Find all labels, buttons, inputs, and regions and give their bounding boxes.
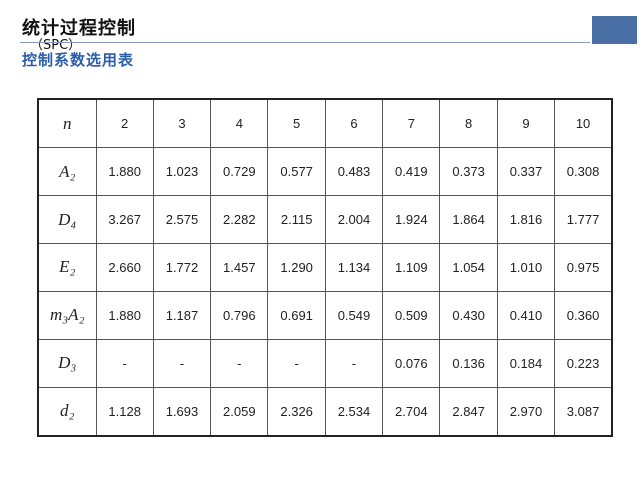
row-label: D₄: [37, 195, 97, 245]
accent-block: [592, 16, 637, 44]
table-cell: 1.187: [152, 290, 212, 340]
table-cell: 0.430: [439, 290, 498, 340]
table-cell: 0.076: [382, 338, 441, 388]
row-label: d₂: [37, 386, 97, 437]
table-cell: -: [95, 338, 154, 388]
table-cell: 2.115: [267, 195, 326, 245]
table-cell: 0.729: [210, 147, 269, 197]
table-cell: -: [152, 338, 212, 388]
table-row: D₃ - - - - -0.076 0.136 0.184 0.223: [37, 338, 613, 388]
table-cell: 3.087: [554, 386, 613, 437]
table-cell: 0.975: [554, 243, 613, 292]
table-cell: 0.337: [496, 147, 556, 197]
table-cell: 1.134: [324, 243, 384, 292]
table-cell: 0.360: [554, 290, 613, 340]
slide-subtitle: 控制系数选用表: [22, 51, 135, 69]
table-cell: 1.772: [152, 243, 212, 292]
table-cell: -: [267, 338, 326, 388]
table-cell: 2.282: [210, 195, 269, 245]
table-cell: 1.880: [95, 290, 154, 340]
table-row: A₂ 1.880 1.023 0.729 0.577 0.483 0.419 0.373 0.3…: [37, 147, 613, 197]
table-cell: 1.109: [382, 243, 441, 292]
table-cell: 2.534: [324, 386, 384, 437]
table-cell: 2.575: [152, 195, 212, 245]
table-cell: 0.373: [439, 147, 498, 197]
table-cell: 0.308: [554, 147, 613, 197]
table-cell: 1.924: [382, 195, 441, 245]
row-label: A₂: [37, 147, 97, 197]
table-row: E₂ 2.660 1.772 1.457 1.290 1.134 1.109 1.054 1.0…: [37, 243, 613, 292]
table-cell: 0.136: [439, 338, 498, 388]
column-header: 7: [382, 98, 441, 149]
table-cell: 2.059: [210, 386, 269, 437]
title-divider: [20, 42, 590, 43]
table-cell: 0.483: [324, 147, 384, 197]
table-cell: 0.577: [267, 147, 326, 197]
table-cell: 1.693: [152, 386, 212, 437]
table-cell: 1.864: [439, 195, 498, 245]
table-cell: 0.796: [210, 290, 269, 340]
table-corner-label: n: [37, 98, 97, 149]
table-cell: 0.549: [324, 290, 384, 340]
row-label: E₂: [37, 243, 97, 292]
table-cell: 2.704: [382, 386, 441, 437]
table-cell: 2.004: [324, 195, 384, 245]
table-cell: 0.509: [382, 290, 441, 340]
column-header: 9: [496, 98, 556, 149]
table-cell: 1.457: [210, 243, 269, 292]
table-body: n 2 3 4 5 6 7 8 9 10 A₂ 1.880 1.023 0.729 0.577 0.483 0.…: [37, 98, 613, 437]
column-header: 10: [554, 98, 613, 149]
slide-title: 统计过程控制: [22, 18, 136, 39]
table-row: m₃A₂ 1.880 1.187 0.796 0.691 0.549 0.509 0.430 0…: [37, 290, 613, 340]
table-cell: 3.267: [95, 195, 154, 245]
column-header: 6: [324, 98, 384, 149]
column-header: 2: [95, 98, 154, 149]
table-row: d₂ 1.128 1.693 2.059 2.326 2.534 2.704 2.847 2.9…: [37, 386, 613, 437]
table-cell: 2.847: [439, 386, 498, 437]
row-label: D₃: [37, 338, 97, 388]
table-cell: 0.410: [496, 290, 556, 340]
table-cell: 2.326: [267, 386, 326, 437]
table-cell: 1.290: [267, 243, 326, 292]
table-cell: 0.691: [267, 290, 326, 340]
column-header: 8: [439, 98, 498, 149]
table-cell: 1.777: [554, 195, 613, 245]
column-header: 5: [267, 98, 326, 149]
table-cell: 2.970: [496, 386, 556, 437]
table-cell: 1.880: [95, 147, 154, 197]
table-row: D₄ 3.267 2.575 2.282 2.115 2.004 1.924 1.864 1.8…: [37, 195, 613, 245]
table-cell: 0.223: [554, 338, 613, 388]
table-header-row: n 2 3 4 5 6 7 8 9 10: [37, 98, 613, 149]
table-cell: -: [324, 338, 384, 388]
table-cell: 0.419: [382, 147, 441, 197]
table-cell: 1.816: [496, 195, 556, 245]
table-cell: 1.128: [95, 386, 154, 437]
column-header: 3: [152, 98, 212, 149]
table-cell: 1.054: [439, 243, 498, 292]
control-coefficient-table: n 2 3 4 5 6 7 8 9 10 A₂ 1.880 1.023 0.729 0.577 0.483 0.…: [37, 98, 613, 437]
table-cell: 1.023: [152, 147, 212, 197]
table-cell: -: [210, 338, 269, 388]
table-cell: 1.010: [496, 243, 556, 292]
row-label: m₃A₂: [37, 290, 97, 340]
column-header: 4: [210, 98, 269, 149]
table-cell: 0.184: [496, 338, 556, 388]
table-cell: 2.660: [95, 243, 154, 292]
